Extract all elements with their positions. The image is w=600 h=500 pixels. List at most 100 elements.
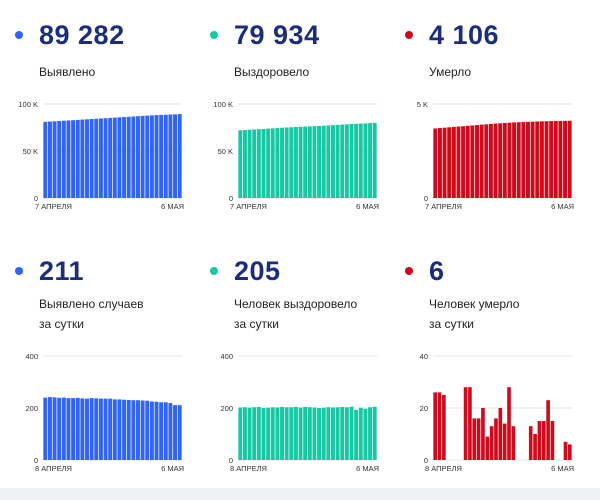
green-dot-icon	[210, 31, 218, 39]
bar	[358, 123, 363, 198]
panel-daily-recovered: 205 Человек выздоровело за сутки 0 200 400…	[200, 250, 395, 490]
bar	[563, 120, 568, 198]
bar	[75, 119, 80, 198]
bar	[117, 117, 122, 198]
bar	[368, 123, 373, 198]
bar	[298, 126, 303, 198]
bar	[289, 407, 294, 460]
stat-label-line-1: Человек выздоровело	[234, 297, 358, 311]
bar	[479, 124, 484, 198]
chart-daily-recovered: 0 200 400 8 АПРЕЛЯ 6 МАЯ	[220, 352, 379, 473]
bar	[507, 122, 512, 198]
x-end-label: 6 МАЯ	[161, 464, 184, 473]
bar	[85, 398, 89, 460]
bar	[321, 125, 326, 198]
bar	[177, 405, 182, 460]
x-start-label: 8 АПРЕЛЯ	[35, 464, 72, 473]
bar	[280, 406, 284, 460]
bar	[498, 408, 503, 460]
y-tick-label: 0	[34, 456, 38, 465]
bar	[66, 120, 71, 198]
bar	[340, 124, 345, 198]
stat-row: 4 106	[405, 18, 499, 52]
bar	[363, 123, 368, 198]
y-tick-label: 400	[25, 352, 38, 361]
bar	[489, 426, 494, 460]
bar	[344, 407, 349, 460]
panel-total-deaths: 4 106 Умерло 0 5 K 7 АПРЕЛЯ 6 МАЯ	[395, 10, 590, 250]
y-tick-label: 0	[229, 194, 233, 203]
bar	[149, 401, 154, 460]
bar	[481, 408, 485, 460]
stat-row: 6	[405, 254, 445, 288]
bar	[159, 114, 164, 198]
bar	[112, 117, 117, 198]
bar	[293, 126, 298, 198]
bar	[358, 407, 363, 460]
chart-total-recovered: 0 50 K 100 K 7 АПРЕЛЯ 6 МАЯ	[213, 100, 379, 211]
blue-dot-icon	[15, 267, 23, 275]
bar	[126, 116, 131, 198]
bar	[312, 407, 317, 460]
bar	[71, 120, 76, 198]
y-tick-label: 200	[25, 404, 38, 413]
bar	[256, 129, 261, 198]
bar	[242, 407, 247, 460]
bar	[289, 127, 294, 198]
bar	[372, 122, 377, 198]
bar	[80, 119, 85, 198]
bar	[472, 418, 477, 460]
bar	[163, 402, 168, 460]
bar	[149, 115, 154, 198]
bar	[140, 115, 145, 198]
bar	[363, 408, 368, 460]
bar	[108, 117, 113, 198]
bar	[261, 408, 266, 460]
stat-value: 89 282	[39, 19, 125, 50]
bar	[131, 400, 136, 460]
bar	[298, 407, 303, 460]
bar	[340, 406, 345, 460]
bar	[563, 441, 568, 460]
y-tick-label: 50 K	[218, 147, 233, 156]
bar	[442, 395, 446, 460]
bar	[544, 121, 549, 198]
bar	[275, 407, 280, 460]
bar	[539, 121, 544, 198]
panel-total-recovered: 79 934 Выздоровело 0 50 K 100 K 7 АПРЕЛЯ 6 М…	[200, 10, 395, 250]
bar	[331, 125, 335, 198]
y-tick-label: 50 K	[23, 147, 38, 156]
bar	[451, 126, 456, 198]
bar	[303, 406, 308, 460]
stat-label-line-2: за сутки	[234, 317, 279, 331]
bar	[52, 397, 57, 460]
y-tick-label: 0	[34, 194, 38, 203]
bar	[112, 399, 117, 460]
bar	[47, 121, 52, 198]
bar	[568, 444, 572, 460]
y-tick-label: 100 K	[213, 100, 233, 109]
bar	[344, 124, 349, 198]
bar	[136, 400, 140, 460]
bar	[461, 126, 466, 198]
bar	[442, 127, 447, 198]
bar	[494, 418, 498, 460]
bar	[535, 121, 540, 198]
bar	[498, 123, 503, 198]
bar	[354, 123, 359, 198]
bar	[256, 406, 261, 460]
bar	[168, 114, 173, 198]
bar	[66, 398, 71, 460]
bar	[154, 401, 159, 460]
bar	[252, 407, 257, 460]
stat-value: 6	[429, 255, 445, 286]
y-tick-label: 0	[424, 194, 428, 203]
bar	[80, 398, 85, 460]
bar	[238, 407, 243, 460]
bar	[307, 407, 312, 460]
red-dot-icon	[405, 31, 413, 39]
bar	[516, 122, 521, 198]
bar	[312, 126, 317, 198]
bar	[266, 128, 271, 198]
bar	[468, 387, 472, 460]
